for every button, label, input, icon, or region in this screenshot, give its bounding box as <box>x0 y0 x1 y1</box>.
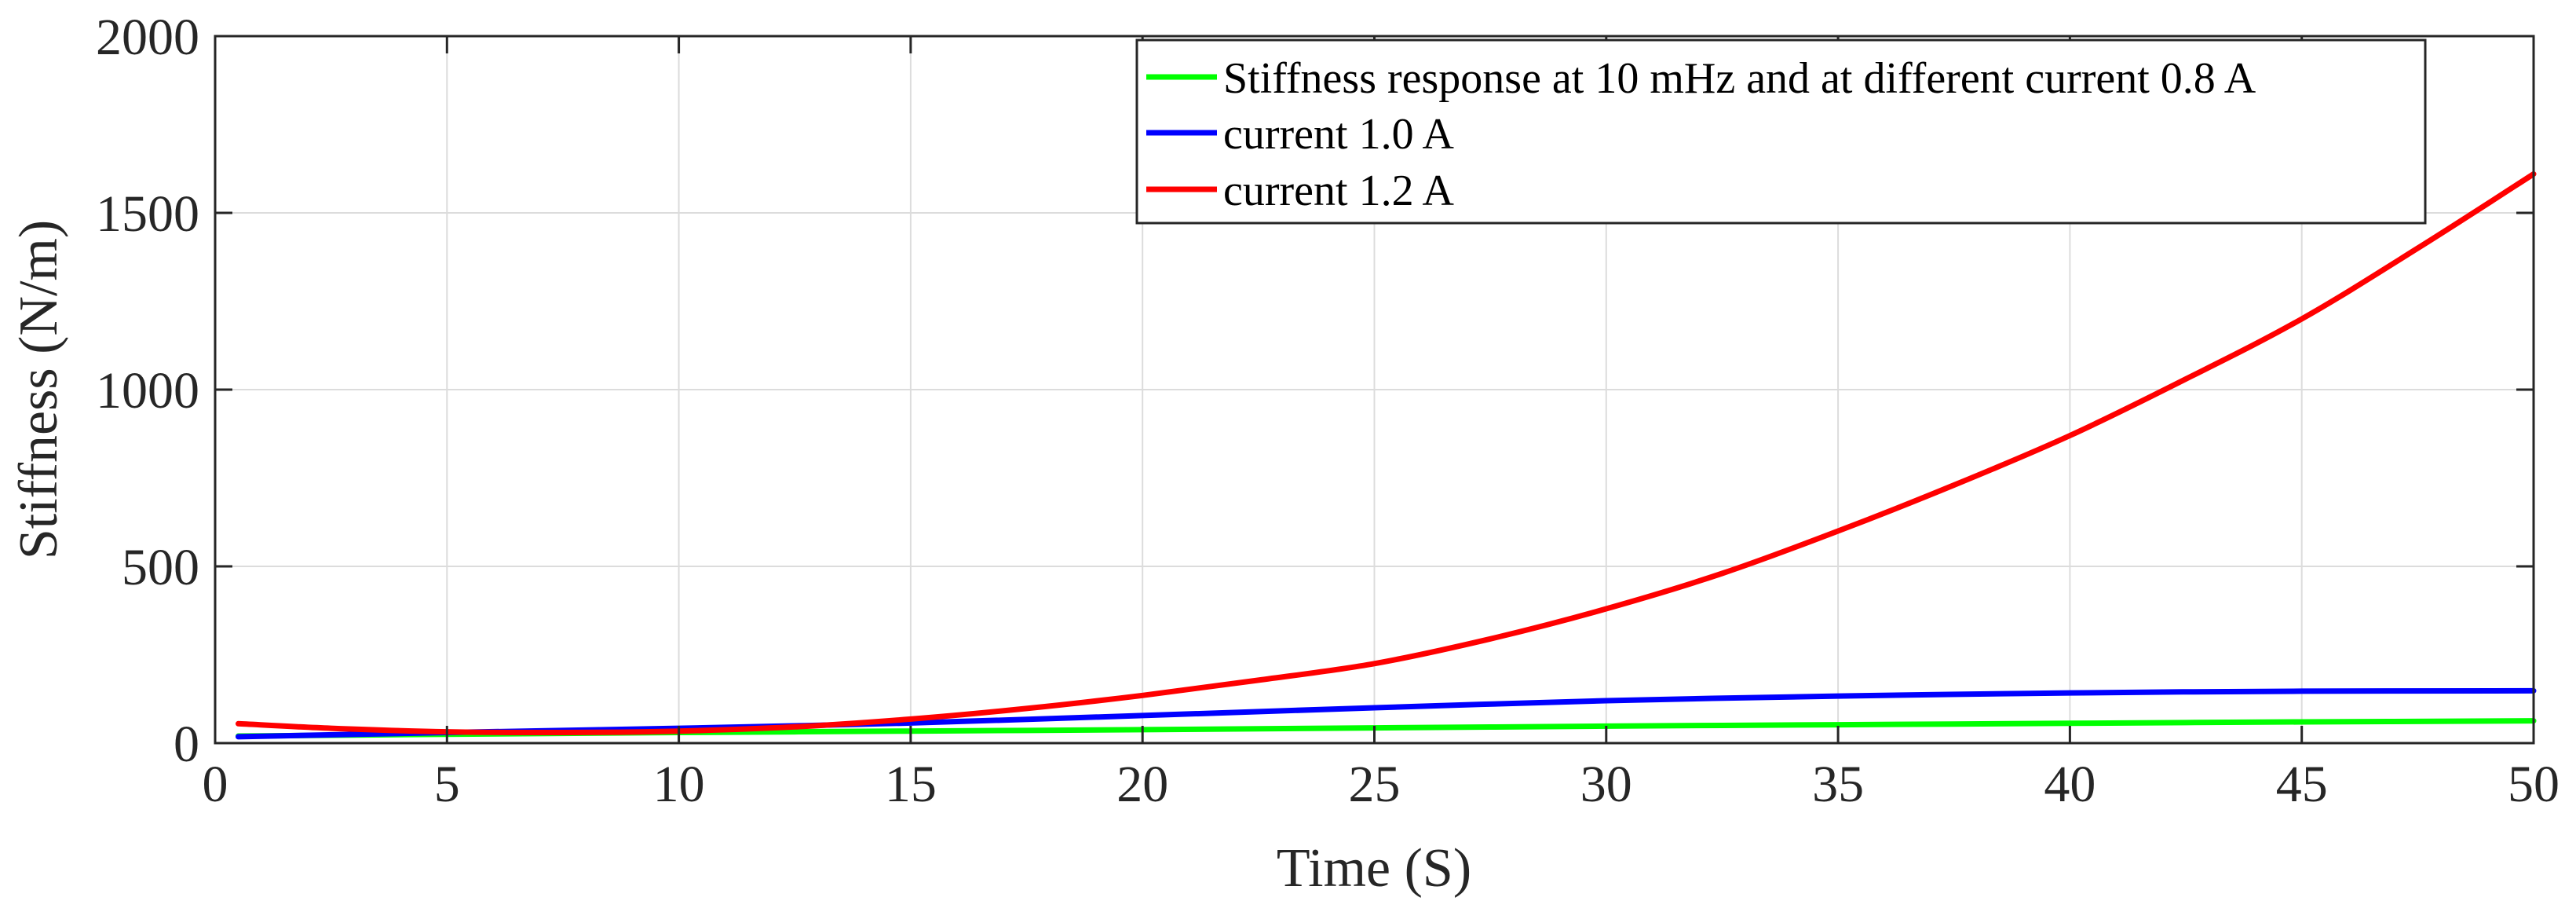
y-tick-label: 1500 <box>96 185 199 243</box>
y-tick-label: 0 <box>174 716 199 773</box>
x-tick-label: 25 <box>1349 756 1401 813</box>
x-tick-label: 20 <box>1116 756 1168 813</box>
legend-label-0.8a: Stiffness response at 10 mHz and at diff… <box>1223 54 2256 103</box>
legend-label-1.0a: current 1.0 A <box>1223 110 1454 159</box>
x-tick-label: 50 <box>2508 756 2560 813</box>
x-tick-label: 40 <box>2044 756 2096 813</box>
legend: Stiffness response at 10 mHz and at diff… <box>1135 38 2427 225</box>
x-tick-label: 5 <box>434 756 460 813</box>
y-tick-label: 1000 <box>96 362 199 419</box>
y-axis-title: Stiffness (N/m) <box>9 220 69 559</box>
x-tick-label: 10 <box>653 756 705 813</box>
x-tick-label: 15 <box>885 756 937 813</box>
x-tick-label: 45 <box>2276 756 2328 813</box>
x-tick-label: 30 <box>1580 756 1632 813</box>
y-tick-label: 2000 <box>96 9 199 66</box>
legend-box <box>1135 38 2427 225</box>
y-tick-label: 500 <box>122 539 199 596</box>
legend-label-1.2a: current 1.2 A <box>1223 167 1454 215</box>
series-line-1.2a <box>236 171 2537 736</box>
x-tick-label: 0 <box>203 756 228 813</box>
x-tick-label: 35 <box>1812 756 1864 813</box>
x-axis-title: Time (S) <box>1277 838 1471 899</box>
